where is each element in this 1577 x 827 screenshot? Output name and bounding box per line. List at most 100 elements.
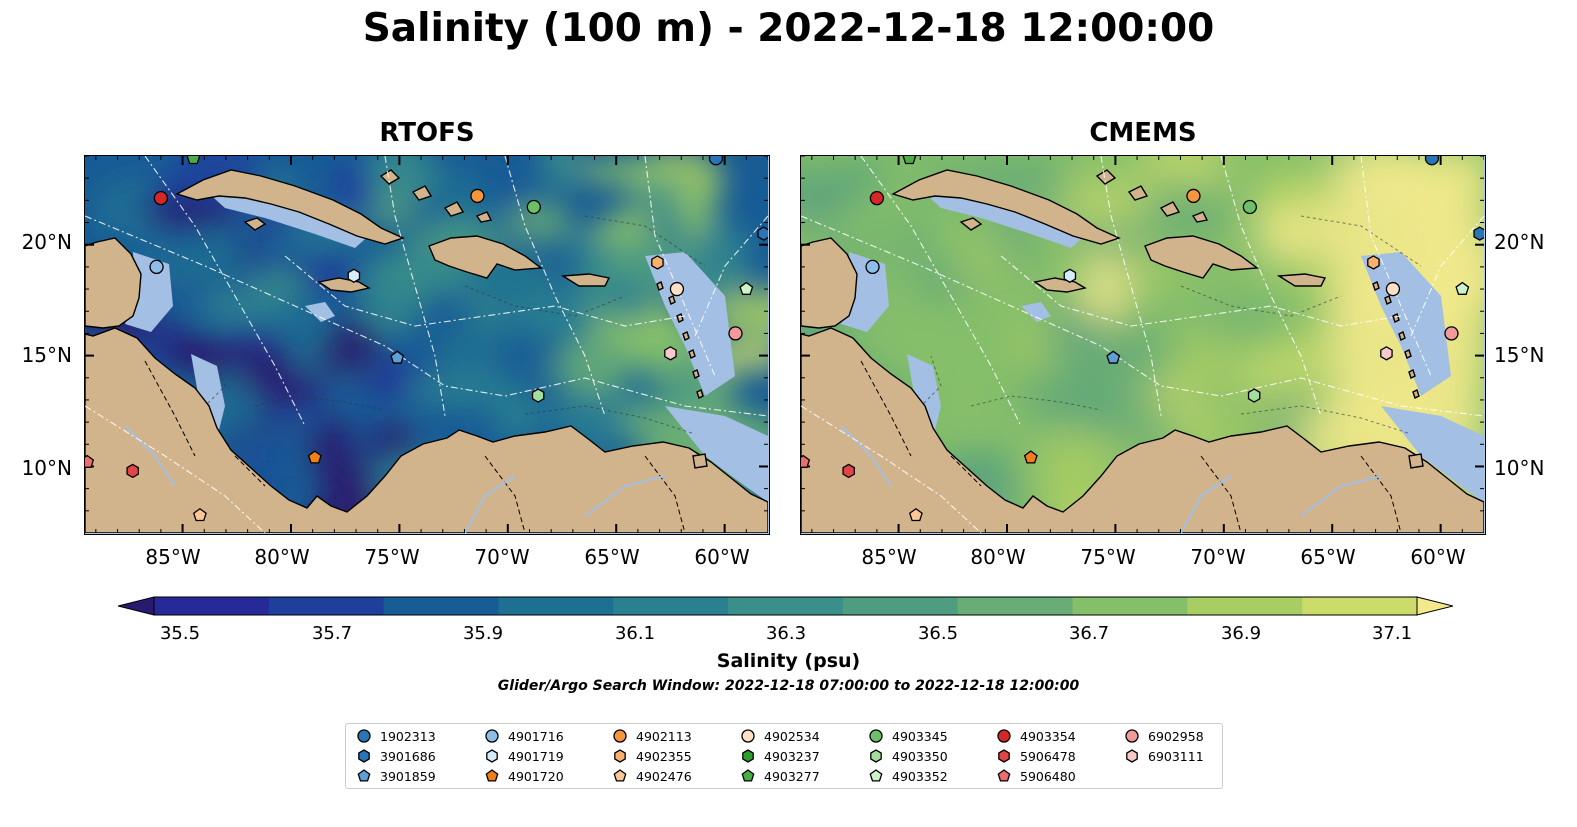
float-marker-4901719	[347, 268, 361, 284]
legend-label: 4903350	[892, 748, 948, 764]
legend-item-1902313: 1902313	[356, 727, 436, 745]
legend-item-5906478: 5906478	[996, 747, 1076, 765]
float-marker-4903345	[526, 199, 541, 215]
legend-item-4903237: 4903237	[740, 747, 820, 765]
colorbar-swatch	[498, 597, 614, 615]
colorbar-swatches	[117, 596, 1454, 616]
legend-label: 4902476	[636, 768, 692, 784]
float-marker-4903345	[1242, 199, 1257, 215]
float-marker-1902313	[708, 156, 724, 166]
main-title: Salinity (100 m) - 2022-12-18 12:00:00	[362, 6, 1215, 51]
float-marker-3901859	[390, 350, 405, 364]
lon-tick-label: 65°W	[1300, 545, 1356, 569]
lon-tick-label: 70°W	[1190, 545, 1246, 569]
country-borders	[144, 360, 686, 533]
legend-label: 3901686	[380, 748, 436, 764]
float-marker-4902534	[669, 281, 685, 297]
float-legend: 1902313 3901686 3901859 4901716 4901719 49017…	[345, 723, 1223, 789]
land-masses	[801, 169, 1484, 533]
colorbar-title: Salinity (psu)	[716, 650, 861, 672]
colorbar-extend-high	[1416, 596, 1454, 616]
colorbar-swatch	[1187, 597, 1303, 615]
rivers	[840, 425, 1382, 533]
lat-tick-label: 20°N	[21, 230, 72, 254]
float-marker-4902355	[651, 255, 664, 270]
float-marker-4901716	[149, 259, 164, 275]
legend-label: 4901716	[508, 728, 564, 744]
colorbar-swatch	[1302, 597, 1418, 615]
float-marker-5906478	[842, 463, 855, 479]
legend-item-4902113: 4902113	[612, 727, 692, 745]
legend-label: 4902534	[764, 728, 820, 744]
float-marker-4903352	[739, 281, 754, 295]
legend-label: 4901719	[508, 748, 564, 764]
legend-marker-circle	[485, 729, 499, 743]
colorbar-tick-label: 36.1	[614, 623, 656, 644]
lon-tick-label: 60°W	[1410, 545, 1466, 569]
colorbar-tick-label: 35.5	[159, 623, 201, 644]
float-marker-4901719	[1063, 268, 1077, 284]
search-window-caption: Glider/Argo Search Window: 2022-12-18 07…	[497, 678, 1080, 694]
lon-tick-label: 80°W	[970, 545, 1026, 569]
float-marker-5906480	[85, 454, 95, 468]
eez-boundaries	[801, 156, 1484, 533]
legend-marker-hexagon	[614, 749, 626, 763]
colorbar-swatch	[613, 597, 729, 615]
lat-tick-label: 15°N	[1494, 343, 1545, 367]
lon-tick-label: 70°W	[474, 545, 530, 569]
colorbar-swatch	[842, 597, 959, 615]
legend-item-4902534: 4902534	[740, 727, 820, 745]
legend-marker-pentagon	[357, 769, 371, 782]
float-marker-3901686	[757, 226, 768, 241]
lat-tick-label: 10°N	[1494, 456, 1545, 480]
colorbar-tick-label: 37.1	[1371, 623, 1413, 644]
legend-label: 5906480	[1020, 768, 1076, 784]
rtofs-salinity-map	[85, 156, 768, 533]
legend-marker-hexagon	[870, 749, 882, 763]
float-marker-5906478	[126, 463, 139, 479]
float-marker-4903354	[153, 190, 169, 206]
legend-label: 4902355	[636, 748, 692, 764]
colorbar-tick-label: 35.7	[311, 623, 353, 644]
colorbar-swatch	[383, 597, 499, 615]
legend-item-4901719: 4901719	[484, 747, 564, 765]
colorbar-tick-label: 36.3	[765, 623, 807, 644]
legend-label: 4903352	[892, 768, 948, 784]
legend-item-4902355: 4902355	[612, 747, 692, 765]
colorbar-extend-low	[117, 596, 155, 616]
legend-label: 3901859	[380, 768, 436, 784]
float-marker-4901716	[865, 259, 880, 275]
float-marker-4901720	[307, 450, 322, 464]
legend-item-4901716: 4901716	[484, 727, 564, 745]
legend-item-4903352: 4903352	[868, 767, 948, 785]
colorbar-tick-label: 36.7	[1068, 623, 1110, 644]
colorbar-swatch	[957, 597, 1074, 615]
legend-marker-circle	[869, 729, 883, 743]
country-borders	[860, 360, 1402, 533]
legend-marker-pentagon	[997, 769, 1011, 782]
legend-marker-pentagon	[485, 769, 499, 782]
panel-title-cmems: CMEMS	[1089, 118, 1197, 148]
lon-tick-label: 65°W	[584, 545, 640, 569]
legend-label: 6902958	[1148, 728, 1204, 744]
rivers	[124, 425, 666, 533]
legend-label: 4903237	[764, 748, 820, 764]
float-marker-5906480	[801, 454, 811, 468]
legend-label: 4901720	[508, 768, 564, 784]
float-marker-6903111	[1380, 346, 1393, 361]
lon-tick-label: 75°W	[1080, 545, 1136, 569]
legend-item-4903345: 4903345	[868, 727, 948, 745]
legend-item-4903350: 4903350	[868, 747, 948, 765]
legend-item-4902476: 4902476	[612, 767, 692, 785]
map-panel-cmems	[800, 155, 1486, 535]
float-marker-4901720	[1023, 450, 1038, 464]
float-marker-4903277	[902, 156, 917, 165]
legend-marker-hexagon	[1126, 749, 1138, 763]
legend-item-6902958: 6902958	[1124, 727, 1204, 745]
float-marker-6902958	[1444, 326, 1459, 341]
colorbar-swatch	[268, 597, 385, 615]
colorbar-swatch	[1072, 597, 1188, 615]
legend-marker-circle	[997, 729, 1011, 743]
float-marker-4902534	[1385, 281, 1401, 297]
lon-tick-label: 80°W	[254, 545, 310, 569]
